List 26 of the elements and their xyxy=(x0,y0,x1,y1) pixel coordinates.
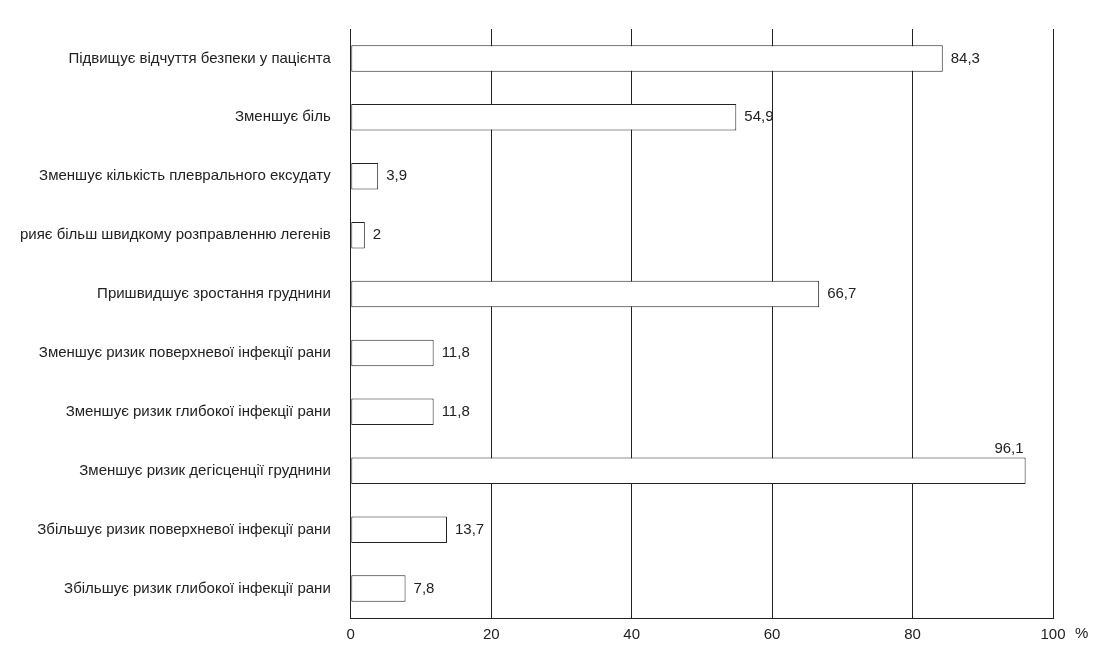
y-tick-label: Пришвидшує зростання груднини xyxy=(97,284,331,302)
y-tick-label: Збільшує ризик глибокої інфекції рани xyxy=(64,578,331,596)
x-tick-label: 20 xyxy=(482,625,500,643)
data-label: 66,7 xyxy=(827,284,857,302)
x-tick-label: 80 xyxy=(904,625,921,643)
data-label: 3,9 xyxy=(386,166,408,184)
data-label: 7,8 xyxy=(413,578,435,596)
x-axis-title: % xyxy=(1075,623,1089,641)
data-label: 11,8 xyxy=(441,343,470,361)
data-label: 84,3 xyxy=(950,48,980,66)
y-tick-label: Зменшує біль xyxy=(234,107,331,125)
y-tick-label: рияє більш швидкому розправленню легенів xyxy=(20,225,331,243)
data-label: 13,7 xyxy=(454,519,485,537)
y-tick-label: Зменшує кількість плеврального ексудату xyxy=(39,166,332,184)
data-label: 11,8 xyxy=(441,401,470,419)
y-tick-label: Зменшує ризик дегісценції груднини xyxy=(79,460,331,478)
x-tick-label: 40 xyxy=(623,625,641,643)
x-tick-label: 0 xyxy=(346,625,355,643)
y-tick-label: Підвищує відчуття безпеки у пацієнта xyxy=(68,48,332,66)
data-label: 96,1 xyxy=(994,439,1024,457)
x-tick-label: 60 xyxy=(763,625,781,643)
y-tick-label: Зменшує ризик поверхневої інфекції рани xyxy=(38,343,331,361)
y-tick-label: Збільшує ризик поверхневої інфекції рани xyxy=(37,519,331,537)
x-tick-label: 100 xyxy=(1040,625,1066,643)
y-tick-label: Зменшує ризик глибокої інфекції рани xyxy=(65,401,331,419)
data-label: 2 xyxy=(372,225,382,243)
